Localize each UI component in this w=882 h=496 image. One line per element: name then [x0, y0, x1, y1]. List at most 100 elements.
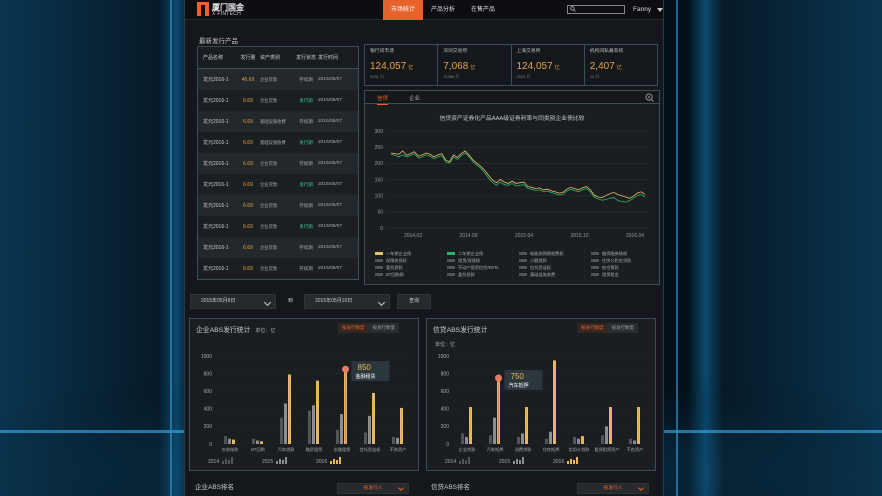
legend-item[interactable]: BT回购款 [375, 272, 404, 278]
legend-item[interactable]: 住房公积金贷款 [591, 258, 631, 264]
credit-rank-select[interactable]: 按发行人 [577, 483, 649, 494]
latest-products-title: 最新发行产品 [199, 38, 238, 45]
legend-label: 新能源预期收费权 [530, 251, 564, 256]
stat-private[interactable]: 机构间私募系统 2,407 亿 14 只 [585, 45, 657, 85]
y-tick-label: 0 [209, 442, 212, 448]
product-date: 2016/05/07 [318, 119, 343, 124]
legend-item[interactable]: 不动产投资信托REITs [447, 265, 498, 271]
toggle-by-count[interactable]: 按发行数量 [368, 323, 399, 333]
product-asset-type: 企业贷款 [260, 265, 278, 271]
table-row[interactable]: 龙元2016-1 6.69 基础设施收费 发行期 2016/05/07 [198, 132, 358, 153]
product-amount: 6.69 [243, 181, 253, 188]
toggle-by-amount[interactable]: 按发行额度 [577, 323, 608, 333]
legend-item[interactable]: 委托贷款 [447, 272, 475, 278]
product-date: 2016/05/07 [318, 203, 343, 208]
tab-credit[interactable]: 信贷 [377, 94, 389, 105]
nav-products-on-sale[interactable]: 在售产品 [471, 7, 496, 13]
bar [461, 433, 464, 444]
table-row[interactable]: 龙元2016-1 6.69 企业贷款 发行期 2016/05/07 [198, 216, 358, 237]
stat-interbank[interactable]: 银行间市场 124,057 亿 2031 只 [365, 45, 439, 85]
legend-item[interactable]: 保障房债权 [375, 258, 407, 264]
y-tick-label: 150 [375, 177, 384, 183]
year-minibar [468, 457, 470, 464]
bar [316, 380, 319, 444]
x-tick-label: 汽车贷款 [278, 446, 296, 453]
search-icon [570, 6, 576, 12]
brand-name-en: X FINTECH [212, 11, 242, 17]
stat-unit: 亿 [616, 65, 622, 71]
col-header-date[interactable]: 发行时间 [318, 55, 339, 61]
product-amount: 6.69 [243, 244, 253, 251]
legend-item[interactable]: 新能源预期收费权 [519, 251, 564, 257]
legend-item[interactable]: 信托受益权 [519, 265, 551, 271]
legend-item[interactable]: 委托贷款 [375, 265, 403, 271]
year-label: 2016 [553, 459, 564, 465]
tooltip-value: 750 [511, 372, 525, 381]
chevron-down-icon[interactable] [657, 8, 663, 12]
product-date: 2016/05/07 [318, 224, 343, 229]
tab-corporate[interactable]: 企业 [409, 96, 421, 102]
table-row[interactable]: 龙元2016-1 6.69 企业贷款 存续期 2016/05/07 [198, 237, 358, 258]
table-row[interactable]: 龙元2016-1 6.69 企业贷款 发行期 2016/05/07 [198, 174, 358, 195]
table-row[interactable]: 龙元2016-1 6.69 基础设施收费 存续期 2016/05/07 [198, 111, 358, 132]
brand-name: 厦门国金 [212, 3, 244, 12]
to-label: 到 [288, 298, 294, 304]
legend-item[interactable]: 一年期企业债 [375, 251, 411, 257]
table-row[interactable]: 龙元2016-1 6.69 企业贷款 发行期 2016/05/07 [198, 90, 358, 111]
legend-item[interactable]: 小额贷款 [519, 258, 547, 264]
product-status: 发行期 [299, 181, 313, 187]
nav-market-stats[interactable]: 市场统计 [383, 0, 424, 20]
legend-item[interactable]: 航空票款 [591, 265, 619, 271]
col-header-status[interactable]: 发行状态 [295, 55, 316, 61]
legend-item[interactable]: 基础设施收费 [519, 272, 555, 278]
table-row[interactable]: 龙元2016-1 6.69 企业贷款 存续期 2016/05/07 [198, 195, 358, 216]
legend-swatch [591, 252, 599, 256]
bar [336, 429, 339, 444]
corp-rank-select[interactable]: 按发行人 [337, 483, 409, 494]
legend-swatch [447, 266, 455, 270]
table-row[interactable]: 龙元2016-1 6.69 企业贷款 存续期 2016/05/07 [198, 153, 358, 174]
table-row[interactable]: 龙元2016-1 46.69 企业贷款 存续期 2016/05/07 [198, 69, 358, 90]
bar [372, 392, 375, 444]
legend-item[interactable]: 融资融券债权 [591, 251, 627, 257]
user-name[interactable]: Fanny [633, 6, 652, 13]
search-input[interactable] [567, 5, 625, 14]
tooltip-value: 850 [358, 363, 372, 372]
stat-label: 机构间私募系统 [589, 49, 624, 54]
col-header-amount[interactable]: 发行量 [240, 55, 256, 61]
legend-swatch [519, 259, 527, 263]
year-minibar [513, 461, 515, 464]
product-name: 龙元2016-1 [203, 140, 229, 146]
end-date-select[interactable]: 2015年05月10日 [304, 294, 390, 309]
product-date: 2016/05/07 [318, 182, 343, 187]
col-header-asset[interactable]: 资产类别 [260, 55, 281, 61]
col-header-name[interactable]: 产品名称 [203, 55, 224, 61]
toggle-by-amount[interactable]: 按发行额度 [338, 323, 369, 333]
x-tick-label: 2014.03 [404, 233, 422, 239]
product-status: 存续期 [299, 244, 313, 250]
zoom-icon[interactable] [645, 93, 654, 102]
year-label: 2014 [445, 459, 456, 465]
bar [465, 436, 468, 444]
start-date-select[interactable]: 2015年05月8日 [190, 294, 276, 309]
chevron-down-icon [638, 485, 644, 491]
legend-item[interactable]: 租赁租金 [591, 272, 619, 278]
legend-item[interactable]: 租赁/保理债 [447, 258, 480, 264]
year-minibar [279, 459, 281, 464]
nav-product-analysis[interactable]: 产品分析 [431, 7, 456, 13]
legend-label: 信托受益权 [530, 265, 551, 270]
stat-count: 11286 只 [443, 74, 460, 79]
bar [633, 440, 636, 444]
stat-shanghai[interactable]: 上海交易所 124,057 亿 2031 只 [512, 45, 585, 85]
legend-label: 委托贷款 [458, 272, 475, 277]
legend-item[interactable]: 二年期企业债 [447, 251, 483, 257]
toggle-by-count[interactable]: 按发行数量 [607, 323, 638, 333]
query-button[interactable]: 查询 [397, 294, 431, 309]
year-minibar [462, 459, 464, 464]
product-asset-type: 企业贷款 [260, 160, 278, 166]
table-row[interactable]: 龙元2016-1 6.69 企业贷款 存续期 2016/05/07 [198, 258, 358, 279]
chevron-down-icon [263, 298, 272, 307]
stat-shenzhen[interactable]: 深圳交易所 7,068 亿 11286 只 [438, 45, 512, 85]
legend-label: 二年期企业债 [458, 251, 484, 256]
product-date: 2016/05/07 [318, 245, 343, 250]
